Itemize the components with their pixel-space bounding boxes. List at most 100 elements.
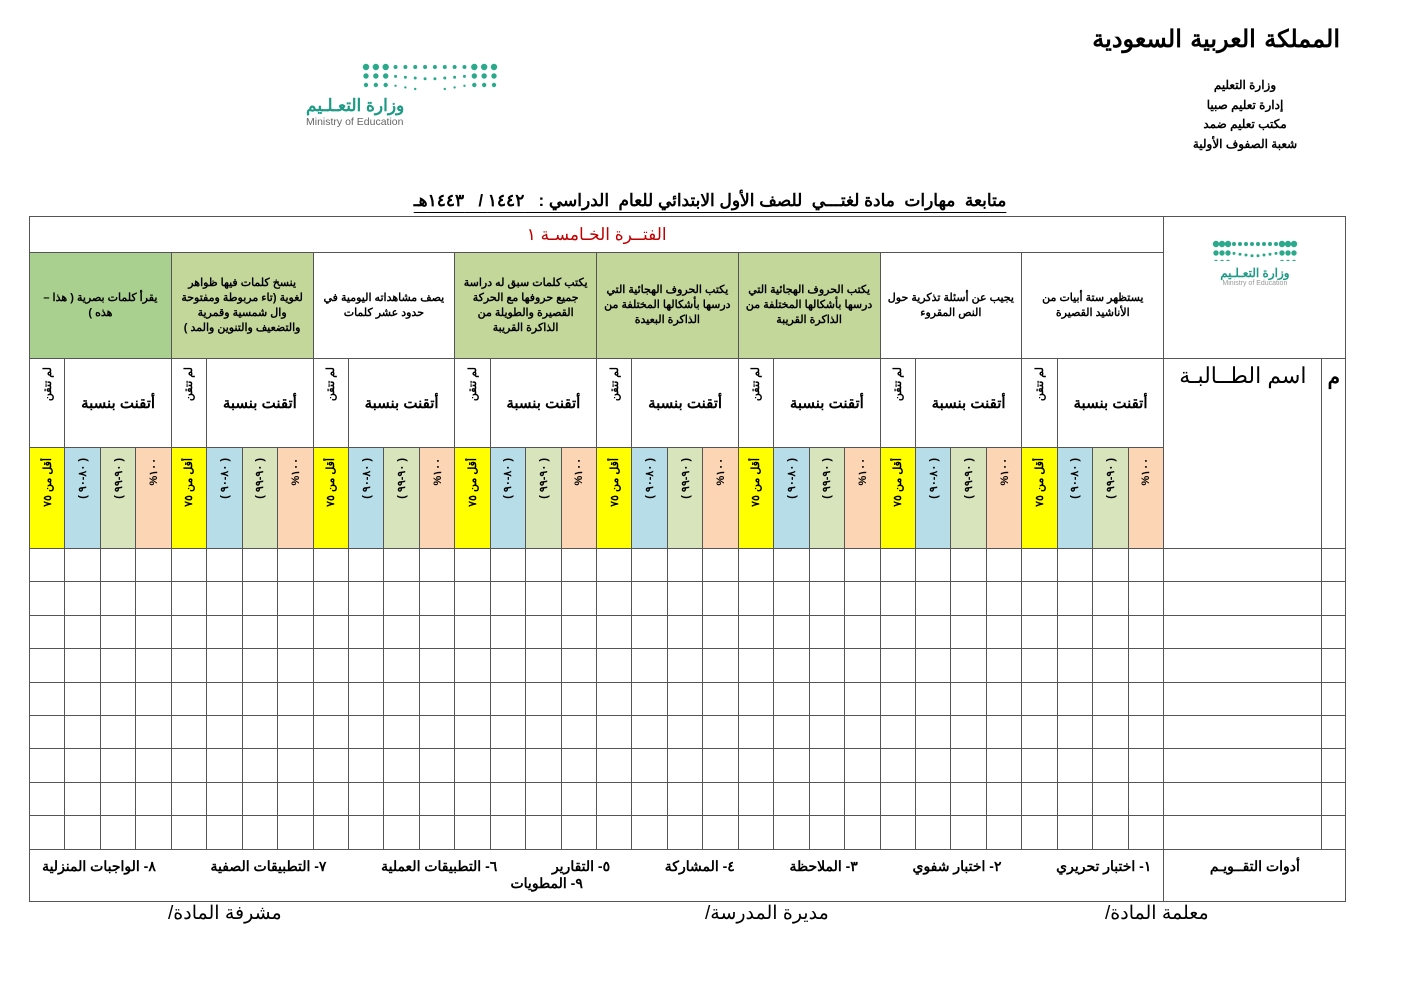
grade-cell[interactable] bbox=[347, 614, 385, 650]
grade-cell[interactable] bbox=[560, 748, 598, 783]
grade-cell[interactable] bbox=[241, 815, 279, 850]
grade-cell[interactable] bbox=[206, 614, 243, 650]
grade-cell[interactable] bbox=[241, 714, 279, 750]
grade-cell[interactable] bbox=[985, 781, 1023, 817]
grade-cell[interactable] bbox=[489, 714, 527, 750]
grade-cell[interactable] bbox=[383, 547, 420, 583]
grade-cell[interactable] bbox=[277, 648, 314, 683]
grade-cell[interactable] bbox=[702, 681, 739, 716]
grade-cell[interactable] bbox=[347, 781, 385, 817]
grade-cell[interactable] bbox=[277, 714, 314, 750]
grade-cell[interactable] bbox=[702, 714, 739, 750]
grade-cell[interactable] bbox=[1127, 648, 1165, 683]
grade-cell[interactable] bbox=[525, 815, 562, 850]
grade-cell[interactable] bbox=[844, 614, 881, 650]
grade-cell[interactable] bbox=[914, 748, 952, 783]
grade-cell[interactable] bbox=[489, 581, 527, 616]
grade-cell[interactable] bbox=[1163, 681, 1323, 716]
grade-cell[interactable] bbox=[418, 748, 456, 783]
grade-cell[interactable] bbox=[489, 781, 527, 817]
grade-cell[interactable] bbox=[631, 547, 668, 583]
grade-cell[interactable] bbox=[595, 614, 633, 650]
grade-cell[interactable] bbox=[844, 581, 881, 616]
grade-cell[interactable] bbox=[1127, 581, 1165, 616]
grade-cell[interactable] bbox=[560, 581, 598, 616]
grade-cell[interactable] bbox=[418, 614, 456, 650]
grade-cell[interactable] bbox=[347, 815, 385, 850]
grade-cell[interactable] bbox=[312, 714, 349, 750]
grade-cell[interactable] bbox=[631, 614, 668, 650]
grade-cell[interactable] bbox=[170, 681, 208, 716]
grade-cell[interactable] bbox=[666, 648, 704, 683]
grade-cell[interactable] bbox=[170, 781, 208, 817]
grade-cell[interactable] bbox=[1092, 681, 1129, 716]
grade-cell[interactable] bbox=[950, 614, 987, 650]
grade-cell[interactable] bbox=[808, 614, 846, 650]
grade-cell[interactable] bbox=[135, 815, 172, 850]
grade-cell[interactable] bbox=[1021, 681, 1058, 716]
grade-cell[interactable] bbox=[1127, 681, 1165, 716]
grade-cell[interactable] bbox=[737, 581, 775, 616]
grade-cell[interactable] bbox=[383, 648, 420, 683]
grade-cell[interactable] bbox=[1163, 581, 1323, 616]
grade-cell[interactable] bbox=[347, 648, 385, 683]
grade-cell[interactable] bbox=[879, 781, 916, 817]
grade-cell[interactable] bbox=[595, 815, 633, 850]
grade-cell[interactable] bbox=[28, 547, 66, 583]
grade-cell[interactable] bbox=[383, 681, 420, 716]
grade-cell[interactable] bbox=[808, 581, 846, 616]
grade-cell[interactable] bbox=[595, 781, 633, 817]
grade-cell[interactable] bbox=[702, 648, 739, 683]
grade-cell[interactable] bbox=[489, 547, 527, 583]
grade-cell[interactable] bbox=[454, 748, 491, 783]
grade-cell[interactable] bbox=[99, 681, 137, 716]
grade-cell[interactable] bbox=[347, 714, 385, 750]
grade-cell[interactable] bbox=[418, 815, 456, 850]
grade-cell[interactable] bbox=[277, 614, 314, 650]
grade-cell[interactable] bbox=[277, 547, 314, 583]
grade-cell[interactable] bbox=[914, 547, 952, 583]
grade-cell[interactable] bbox=[489, 648, 527, 683]
grade-cell[interactable] bbox=[206, 648, 243, 683]
grade-cell[interactable] bbox=[241, 581, 279, 616]
grade-cell[interactable] bbox=[383, 614, 420, 650]
grade-cell[interactable] bbox=[99, 648, 137, 683]
grade-cell[interactable] bbox=[1056, 681, 1094, 716]
grade-cell[interactable] bbox=[950, 648, 987, 683]
grade-cell[interactable] bbox=[808, 748, 846, 783]
grade-cell[interactable] bbox=[206, 581, 243, 616]
grade-cell[interactable] bbox=[844, 681, 881, 716]
grade-cell[interactable] bbox=[1092, 547, 1129, 583]
grade-cell[interactable] bbox=[241, 781, 279, 817]
grade-cell[interactable] bbox=[1056, 748, 1094, 783]
grade-cell[interactable] bbox=[808, 815, 846, 850]
grade-cell[interactable] bbox=[347, 581, 385, 616]
grade-cell[interactable] bbox=[737, 681, 775, 716]
grade-cell[interactable] bbox=[383, 748, 420, 783]
grade-cell[interactable] bbox=[631, 748, 668, 783]
grade-cell[interactable] bbox=[135, 681, 172, 716]
grade-cell[interactable] bbox=[170, 581, 208, 616]
grade-cell[interactable] bbox=[773, 714, 810, 750]
grade-cell[interactable] bbox=[312, 748, 349, 783]
grade-cell[interactable] bbox=[844, 547, 881, 583]
grade-cell[interactable] bbox=[631, 681, 668, 716]
grade-cell[interactable] bbox=[418, 681, 456, 716]
grade-cell[interactable] bbox=[525, 748, 562, 783]
grade-cell[interactable] bbox=[347, 547, 385, 583]
grade-cell[interactable] bbox=[702, 581, 739, 616]
grade-cell[interactable] bbox=[666, 681, 704, 716]
grade-cell[interactable] bbox=[914, 681, 952, 716]
grade-cell[interactable] bbox=[525, 681, 562, 716]
grade-cell[interactable] bbox=[277, 681, 314, 716]
grade-cell[interactable] bbox=[206, 681, 243, 716]
grade-cell[interactable] bbox=[914, 781, 952, 817]
grade-cell[interactable] bbox=[737, 648, 775, 683]
grade-cell[interactable] bbox=[383, 815, 420, 850]
grade-cell[interactable] bbox=[206, 547, 243, 583]
grade-cell[interactable] bbox=[1056, 547, 1094, 583]
grade-cell[interactable] bbox=[1092, 748, 1129, 783]
grade-cell[interactable] bbox=[702, 815, 739, 850]
grade-cell[interactable] bbox=[28, 748, 66, 783]
grade-cell[interactable] bbox=[631, 714, 668, 750]
